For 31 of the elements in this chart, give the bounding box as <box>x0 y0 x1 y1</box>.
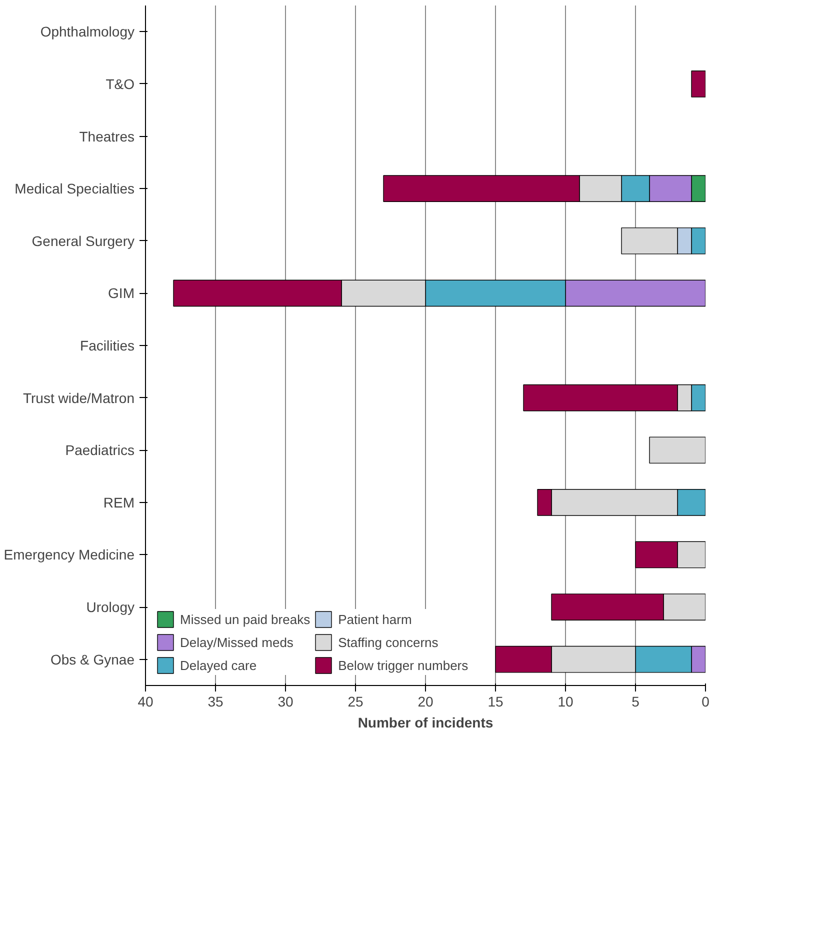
x-tick-label: 0 <box>702 694 710 710</box>
x-tick-label: 35 <box>208 694 224 710</box>
legend-label: Missed un paid breaks <box>180 612 310 626</box>
legend-label: Patient harm <box>338 612 412 626</box>
legend-label: Staffing concerns <box>338 634 438 650</box>
y-tick-label: GIM <box>108 285 135 302</box>
y-tick-label: Medical Specialties <box>14 180 135 197</box>
x-tick-label: 40 <box>138 694 154 710</box>
y-tick-label: Trust wide/Matron <box>22 390 134 406</box>
y-tick-label: Facilities <box>80 338 135 354</box>
legend-label: Delay/Missed meds <box>180 634 294 650</box>
y-tick-label: T&O <box>106 76 135 92</box>
y-tick-label: Ophthalmology <box>40 24 135 40</box>
x-tick-label: 30 <box>278 694 294 710</box>
y-tick-label: Urology <box>86 599 135 616</box>
bar <box>649 436 706 464</box>
x-tick-label: 15 <box>488 694 504 710</box>
bar <box>691 70 706 98</box>
y-tick-label: General Surgery <box>32 232 134 249</box>
legend-label: Delayed care <box>180 658 257 672</box>
y-tick-label: Emergency Medicine <box>4 546 135 563</box>
legend-label: Below trigger numbers <box>338 658 468 672</box>
y-tick-label: REM <box>103 494 135 510</box>
x-tick-label: 25 <box>348 694 364 710</box>
y-tick-label: Obs & Gynae <box>50 651 135 668</box>
x-axis-title: Number of incidents <box>358 714 494 730</box>
x-tick-label: 10 <box>558 694 574 710</box>
x-tick-label: 20 <box>418 694 434 710</box>
y-tick-label: Theatres <box>79 128 134 144</box>
y-tick-label: Paediatrics <box>65 442 135 458</box>
x-tick-label: 5 <box>632 694 640 710</box>
